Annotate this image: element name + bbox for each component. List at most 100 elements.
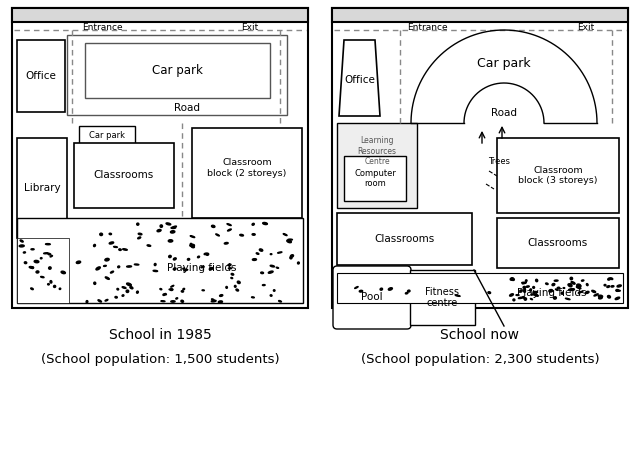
Ellipse shape bbox=[240, 235, 243, 236]
Ellipse shape bbox=[153, 270, 157, 272]
Ellipse shape bbox=[511, 278, 515, 281]
Bar bbox=[17, 40, 65, 112]
Bar bbox=[337, 123, 417, 208]
Ellipse shape bbox=[168, 239, 173, 242]
Ellipse shape bbox=[163, 294, 165, 295]
Ellipse shape bbox=[54, 285, 56, 287]
Text: Library: Library bbox=[24, 183, 60, 193]
Ellipse shape bbox=[50, 281, 52, 283]
Bar bbox=[332, 8, 628, 308]
Bar bbox=[17, 138, 67, 238]
Ellipse shape bbox=[533, 291, 538, 293]
Ellipse shape bbox=[534, 294, 538, 296]
Ellipse shape bbox=[31, 249, 34, 250]
Ellipse shape bbox=[563, 288, 564, 289]
Ellipse shape bbox=[183, 288, 184, 290]
Ellipse shape bbox=[546, 283, 548, 285]
Ellipse shape bbox=[355, 286, 358, 289]
Text: Classroom
block (3 storeys): Classroom block (3 storeys) bbox=[518, 166, 598, 185]
Ellipse shape bbox=[252, 297, 254, 298]
Ellipse shape bbox=[45, 244, 51, 245]
Ellipse shape bbox=[169, 255, 172, 258]
Ellipse shape bbox=[522, 282, 526, 284]
Ellipse shape bbox=[616, 290, 620, 291]
Bar bbox=[17, 238, 69, 303]
Ellipse shape bbox=[114, 246, 117, 248]
Ellipse shape bbox=[287, 240, 291, 243]
Ellipse shape bbox=[579, 285, 581, 287]
Text: Pool: Pool bbox=[361, 293, 383, 303]
Ellipse shape bbox=[586, 284, 588, 285]
Ellipse shape bbox=[359, 290, 363, 292]
Ellipse shape bbox=[60, 288, 61, 290]
Ellipse shape bbox=[569, 284, 572, 286]
Ellipse shape bbox=[171, 227, 176, 229]
Ellipse shape bbox=[561, 292, 563, 294]
Ellipse shape bbox=[579, 291, 583, 293]
Ellipse shape bbox=[31, 267, 33, 268]
Ellipse shape bbox=[510, 278, 513, 280]
Ellipse shape bbox=[520, 290, 522, 292]
Ellipse shape bbox=[34, 260, 39, 263]
Ellipse shape bbox=[24, 252, 26, 253]
Ellipse shape bbox=[220, 295, 223, 296]
Ellipse shape bbox=[234, 285, 236, 287]
Ellipse shape bbox=[94, 282, 96, 285]
Ellipse shape bbox=[284, 234, 287, 235]
Bar bbox=[337, 213, 472, 265]
Ellipse shape bbox=[522, 282, 525, 283]
Ellipse shape bbox=[169, 289, 173, 290]
Ellipse shape bbox=[190, 244, 195, 247]
Ellipse shape bbox=[181, 290, 184, 292]
Ellipse shape bbox=[571, 281, 575, 284]
Bar bbox=[192, 128, 302, 218]
Ellipse shape bbox=[36, 271, 39, 273]
Ellipse shape bbox=[190, 236, 195, 238]
Ellipse shape bbox=[109, 233, 111, 235]
Ellipse shape bbox=[212, 299, 214, 300]
Ellipse shape bbox=[50, 256, 52, 257]
Ellipse shape bbox=[554, 297, 556, 299]
Ellipse shape bbox=[119, 249, 121, 250]
Ellipse shape bbox=[278, 300, 282, 302]
Ellipse shape bbox=[231, 277, 233, 279]
Ellipse shape bbox=[252, 234, 255, 235]
Ellipse shape bbox=[173, 258, 176, 260]
Ellipse shape bbox=[270, 265, 275, 267]
Ellipse shape bbox=[523, 286, 525, 288]
Ellipse shape bbox=[164, 294, 166, 295]
Ellipse shape bbox=[130, 286, 133, 289]
Ellipse shape bbox=[536, 279, 538, 282]
Ellipse shape bbox=[201, 267, 204, 268]
Ellipse shape bbox=[44, 253, 48, 254]
Ellipse shape bbox=[138, 237, 141, 239]
Text: Car park: Car park bbox=[477, 56, 531, 69]
Ellipse shape bbox=[260, 272, 264, 274]
Ellipse shape bbox=[552, 284, 555, 285]
Ellipse shape bbox=[604, 285, 606, 286]
Ellipse shape bbox=[577, 286, 581, 289]
Ellipse shape bbox=[134, 264, 139, 265]
Ellipse shape bbox=[204, 253, 207, 255]
Ellipse shape bbox=[259, 249, 263, 251]
Ellipse shape bbox=[228, 268, 232, 269]
Ellipse shape bbox=[137, 223, 139, 225]
Ellipse shape bbox=[228, 264, 231, 266]
Ellipse shape bbox=[76, 261, 81, 263]
Ellipse shape bbox=[173, 268, 176, 270]
Ellipse shape bbox=[262, 222, 268, 225]
Ellipse shape bbox=[118, 266, 120, 268]
Bar bbox=[85, 43, 270, 98]
Ellipse shape bbox=[570, 277, 573, 280]
Ellipse shape bbox=[172, 226, 177, 228]
Ellipse shape bbox=[198, 256, 200, 258]
Ellipse shape bbox=[166, 223, 171, 225]
Ellipse shape bbox=[170, 231, 175, 233]
Ellipse shape bbox=[291, 255, 294, 257]
Ellipse shape bbox=[513, 299, 515, 301]
Text: Trees: Trees bbox=[488, 156, 510, 166]
Ellipse shape bbox=[138, 233, 142, 235]
Ellipse shape bbox=[582, 280, 584, 281]
Ellipse shape bbox=[41, 276, 44, 278]
Ellipse shape bbox=[188, 258, 189, 260]
